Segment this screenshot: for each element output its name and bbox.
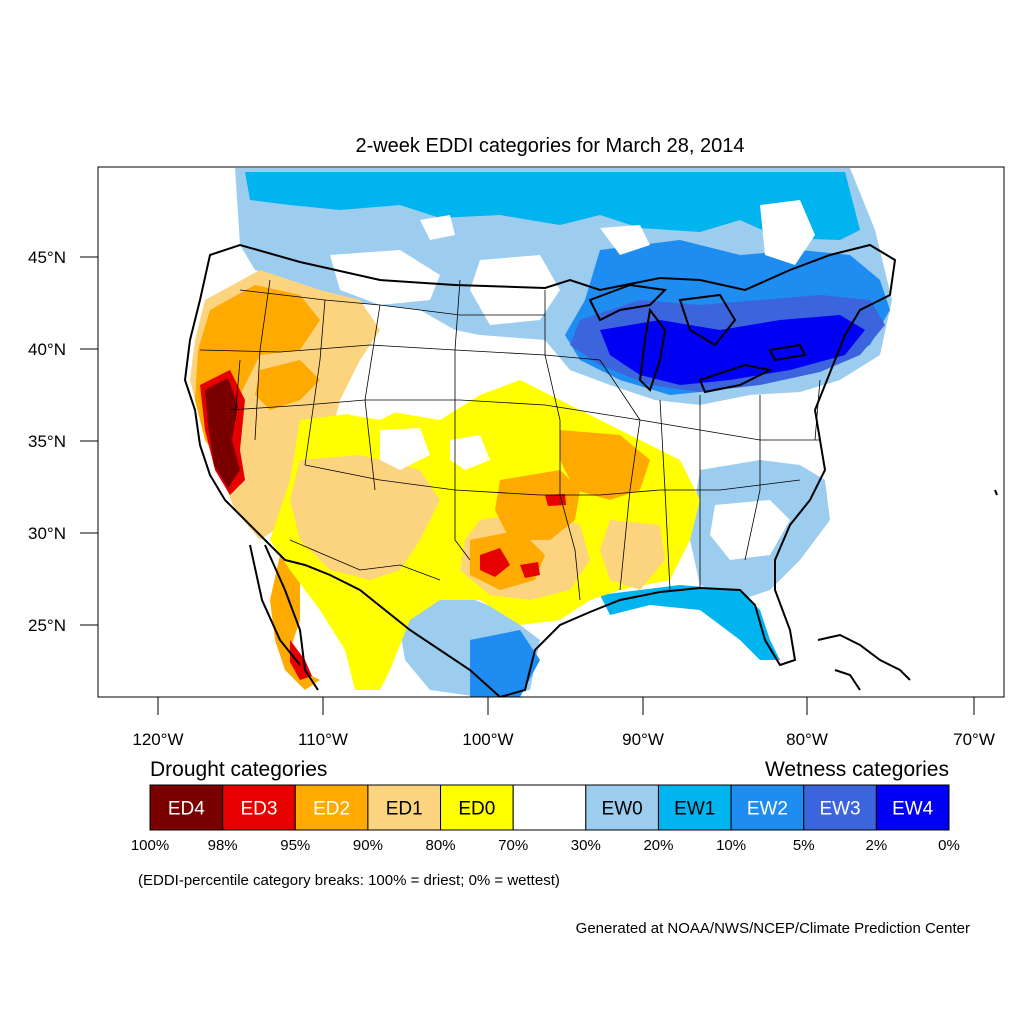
legend-break-label: 80% [426, 837, 456, 854]
legend-note: (EDDI-percentile category breaks: 100% =… [138, 872, 560, 889]
legend-category-label: EW2 [747, 799, 788, 820]
legend-category-label: ED3 [240, 799, 277, 820]
legend-break-label: 95% [280, 837, 310, 854]
legend-break-label: 0% [938, 837, 960, 854]
legend-swatch [294, 784, 369, 831]
legend-category-label: ED0 [458, 799, 495, 820]
legend-break-label: 70% [498, 837, 528, 854]
legend-swatch [512, 784, 587, 831]
credit-line: Generated at NOAA/NWS/NCEP/Climate Predi… [576, 920, 970, 937]
latitude-tick-label: 35°N [28, 432, 66, 451]
map-area [183, 168, 998, 697]
legend-break-label: 100% [131, 837, 169, 854]
longitude-tick-label: 120°W [132, 730, 183, 749]
legend-break-label: 10% [716, 837, 746, 854]
latitude-tick-label: 45°N [28, 248, 66, 267]
state-borders [199, 279, 821, 601]
coast-islands [817, 489, 998, 691]
legend-swatch [440, 784, 514, 831]
longitude-tick-label: 110°W [298, 730, 348, 749]
legend-break-label: 90% [353, 837, 383, 854]
drought-categories-title: Drought categories [150, 758, 327, 781]
legend-category-label: EW1 [674, 799, 715, 820]
legend-category-label: EW4 [892, 799, 934, 820]
legend-category-label: ED2 [313, 799, 350, 820]
legend-category-label: EW0 [602, 799, 643, 820]
legend-break-label: 98% [208, 837, 238, 854]
legend-swatch [803, 784, 877, 831]
great-lakes [588, 283, 807, 394]
longitude-tick-label: 80°W [786, 730, 828, 749]
map-frame [97, 166, 1005, 698]
legend-swatch [730, 784, 805, 831]
drought-region [190, 270, 700, 690]
latitude-tick-label: 40°N [28, 340, 66, 359]
wetness-region [235, 168, 892, 405]
legend-break-label: 5% [793, 837, 815, 854]
legend-category-label: ED4 [168, 799, 205, 820]
legend-category-label: ED1 [386, 799, 423, 820]
longitude-tick-label: 100°W [462, 730, 513, 749]
longitude-axis: 120°W 110°W 100°W 90°W 80°W 70°W [132, 697, 995, 749]
legend-break-label: 30% [571, 837, 601, 854]
longitude-tick-label: 90°W [622, 730, 664, 749]
wetness-categories-title: Wetness categories [765, 758, 949, 781]
map-title: 2-week EDDI categories for March 28, 201… [355, 135, 744, 157]
legend-break-label: 2% [866, 837, 888, 854]
legend-swatch [875, 784, 950, 831]
longitude-tick-label: 70°W [953, 730, 995, 749]
legend-swatch [657, 784, 732, 831]
latitude-axis: 45°N 40°N 35°N 30°N 25°N [28, 248, 98, 635]
legend-category-label: EW3 [819, 799, 860, 820]
legend-swatch [367, 784, 442, 831]
legend-breaks: 100% 98% 95% 90% 80% 70% 30% 20% 10% 5% 2% 0% [131, 837, 960, 854]
legend-swatch [585, 784, 659, 831]
legend-swatch [222, 784, 296, 831]
latitude-tick-label: 30°N [28, 524, 66, 543]
legend-color-bar: ED4 ED3 ED2 ED1 ED0 EW0 EW1 EW2 EW3 EW4 [149, 784, 950, 831]
latitude-tick-label: 25°N [28, 616, 66, 635]
coastline-outlines [183, 243, 897, 697]
legend-break-label: 20% [643, 837, 673, 854]
